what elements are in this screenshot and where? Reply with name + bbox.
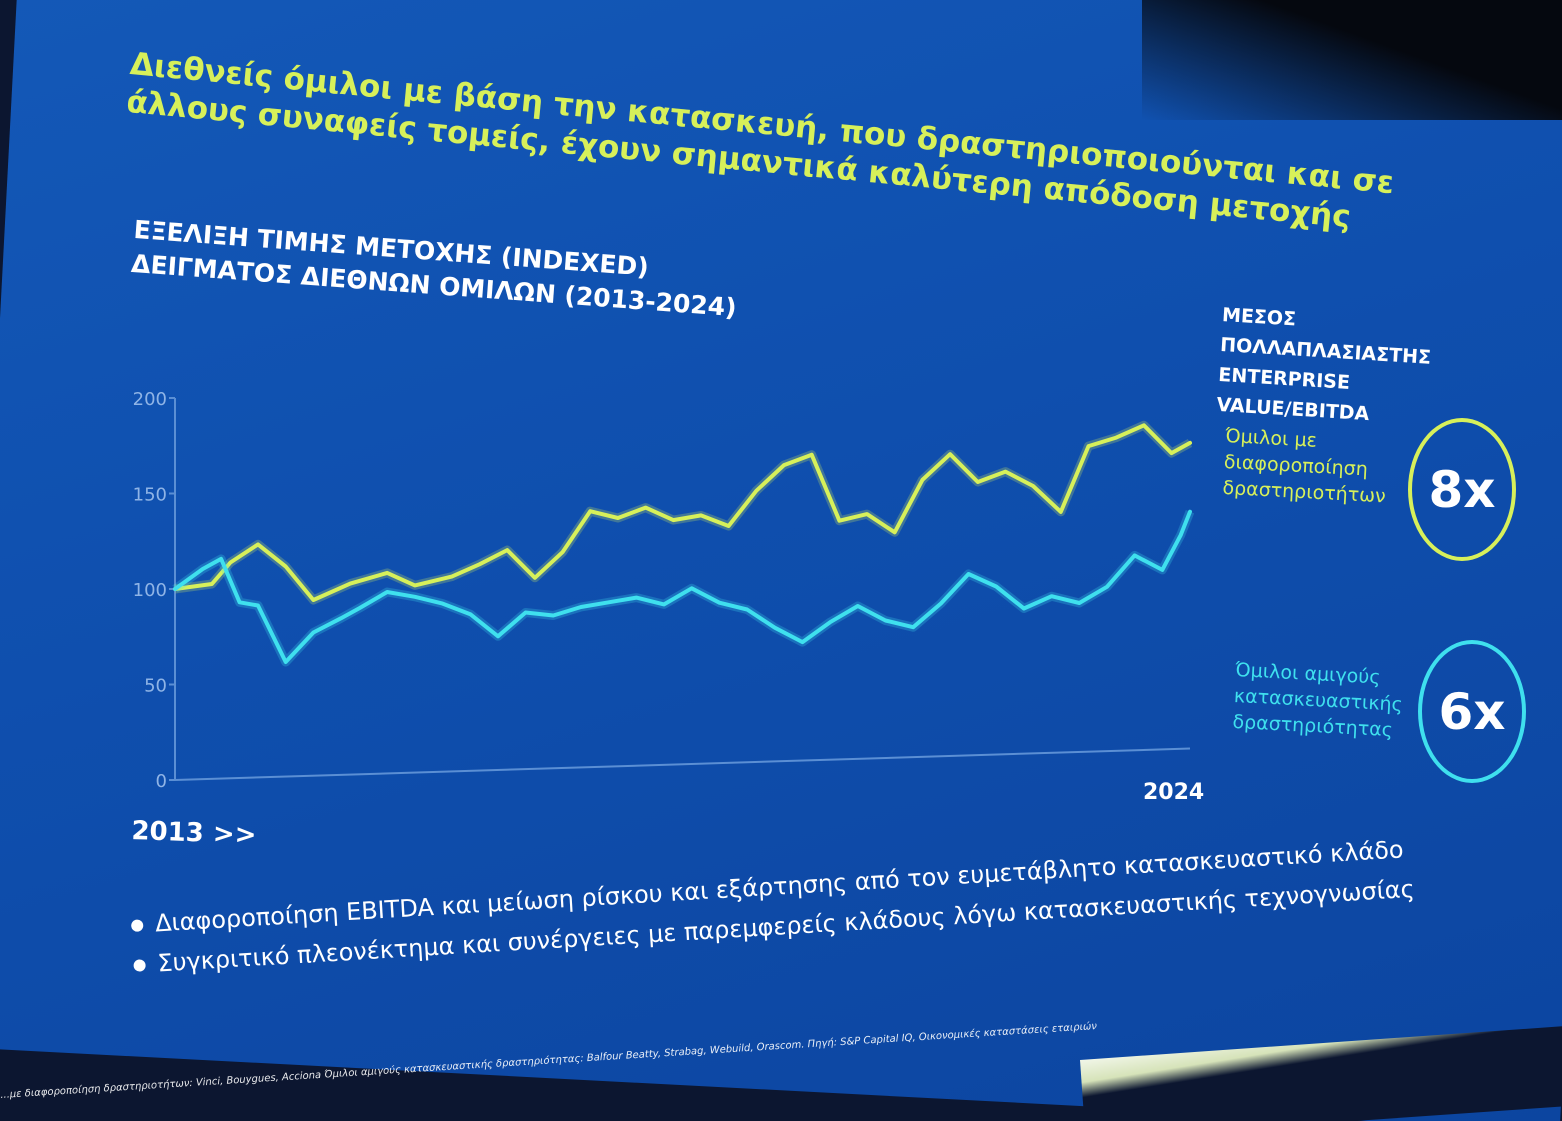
legend-diversified-groups: Όμιλοι με διαφοροποίηση δραστηριοτήτων	[1222, 423, 1396, 510]
y-tick-label: 100	[133, 580, 167, 601]
y-tick-label: 200	[133, 389, 167, 410]
x-axis-line	[174, 747, 1191, 781]
multiple-badge-diversified: 8x	[1408, 418, 1516, 561]
multiple-badge-pure: 6x	[1418, 640, 1526, 783]
y-tick-label: 150	[133, 485, 167, 506]
y-tick-label: 50	[144, 676, 167, 697]
bullet-dot-icon	[133, 959, 146, 972]
y-tick-label: 0	[156, 771, 167, 792]
bullet-dot-icon	[130, 919, 144, 932]
x-start-label: 2013 >>	[130, 816, 257, 851]
legend-pure-construction-groups: Όμιλοι αμιγούς κατασκευαστικής δραστηριό…	[1232, 657, 1406, 744]
room-shadow	[1142, 0, 1562, 120]
series-glow-1	[172, 510, 1195, 667]
series-glow-0	[174, 420, 1193, 605]
x-end-label: 2024	[1143, 780, 1205, 805]
series-line-1	[173, 509, 1192, 664]
series-line-0	[173, 423, 1192, 602]
